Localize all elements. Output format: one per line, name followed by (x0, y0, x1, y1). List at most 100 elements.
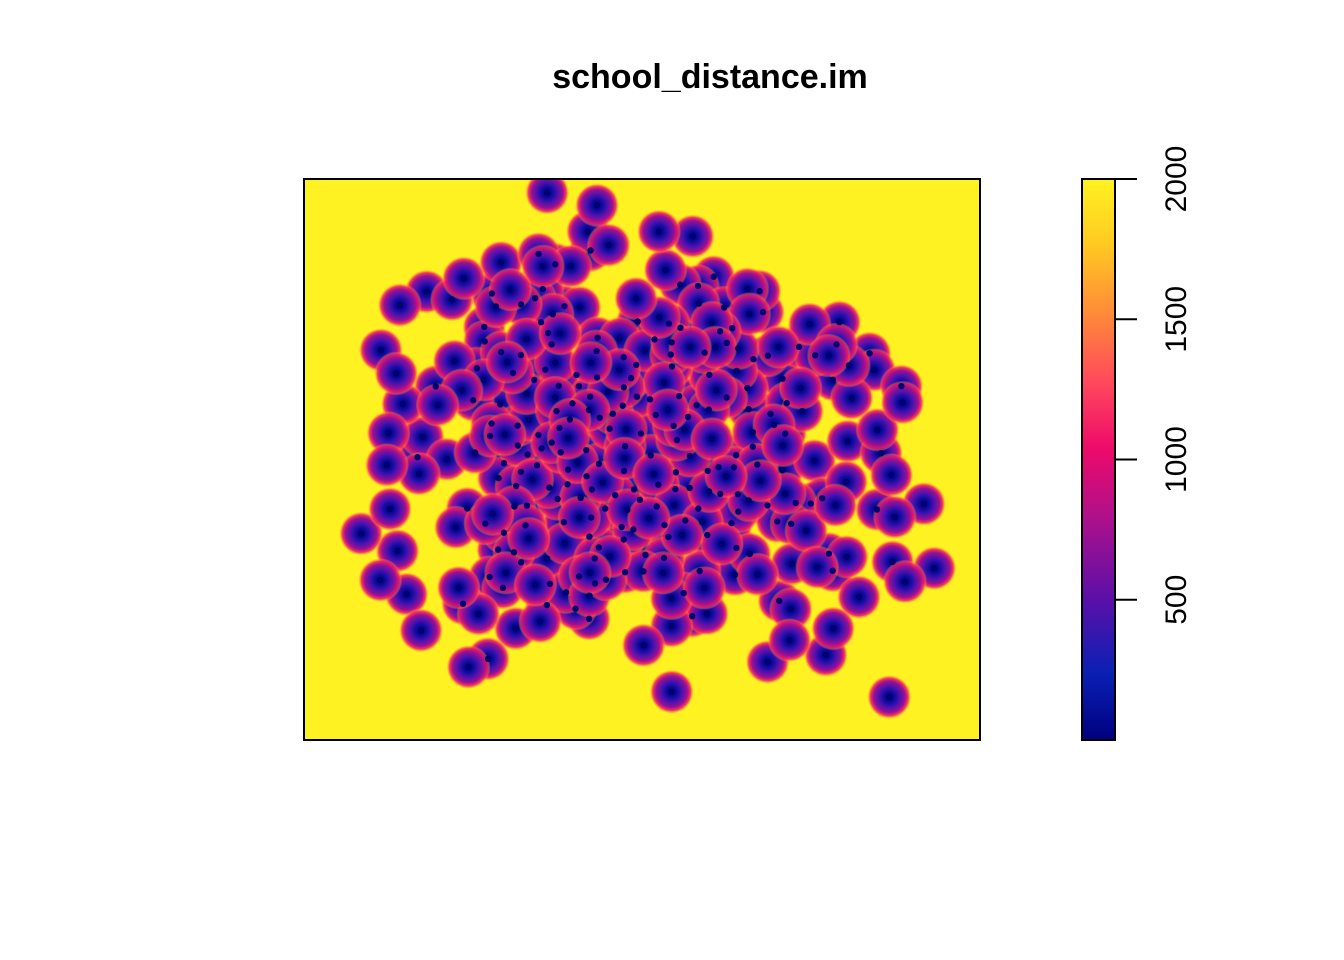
school-point (706, 371, 713, 378)
school-point (511, 503, 518, 510)
school-point (525, 416, 533, 424)
school-point (630, 486, 638, 493)
school-point (696, 567, 703, 575)
school-point (586, 569, 594, 576)
school-point (539, 263, 547, 270)
school-point (514, 442, 522, 449)
school-point (723, 473, 730, 480)
school-point (383, 461, 391, 469)
school-point (495, 474, 502, 482)
school-point (665, 533, 672, 541)
school-point (529, 476, 536, 483)
school-point (602, 576, 610, 583)
school-point (548, 341, 555, 348)
school-point (733, 452, 740, 459)
school-point (554, 495, 561, 503)
school-point (783, 399, 790, 407)
school-point (705, 488, 713, 495)
school-point (512, 625, 519, 632)
school-point (621, 569, 629, 576)
school-point (660, 569, 667, 576)
school-point (889, 558, 896, 566)
school-point (812, 352, 819, 359)
school-point (599, 479, 606, 486)
school-point (734, 491, 741, 498)
school-point (419, 433, 426, 441)
school-point (829, 567, 836, 574)
colorbar-tick-label: 500 (1160, 575, 1193, 625)
school-point (759, 308, 767, 316)
school-point (514, 422, 521, 429)
school-point (489, 511, 496, 518)
school-point (632, 295, 640, 302)
school-point (899, 399, 906, 406)
school-point (705, 406, 712, 413)
school-point (523, 502, 531, 509)
school-point (602, 505, 609, 512)
school-point (836, 318, 843, 326)
school-point (708, 319, 715, 326)
school-point (548, 439, 555, 446)
school-point (877, 450, 885, 457)
school-point (668, 622, 675, 630)
school-point (524, 451, 531, 458)
school-point (452, 524, 460, 531)
school-point (377, 346, 385, 354)
school-point (645, 514, 653, 522)
school-point (661, 379, 668, 386)
school-point (507, 286, 514, 293)
school-point (583, 473, 590, 480)
school-point (694, 282, 702, 290)
school-point (557, 449, 564, 456)
school-point (799, 407, 806, 415)
school-point (492, 303, 500, 310)
school-point (535, 250, 542, 258)
school-point (464, 505, 471, 512)
school-point (788, 560, 796, 567)
school-point (633, 361, 640, 368)
school-point (642, 551, 649, 558)
school-point (587, 393, 594, 400)
school-point (684, 413, 692, 421)
school-point (668, 595, 675, 602)
school-point (745, 497, 752, 504)
school-point (795, 343, 803, 350)
school-point (459, 600, 467, 607)
school-point (665, 320, 673, 327)
school-point (538, 445, 545, 452)
school-point (510, 549, 518, 556)
school-point (386, 505, 394, 513)
school-point (786, 637, 793, 644)
school-point (517, 301, 525, 308)
school-point (591, 555, 598, 562)
school-point (620, 354, 627, 361)
school-point (715, 464, 722, 471)
school-point (660, 554, 668, 562)
school-point (584, 228, 592, 235)
school-point (595, 544, 602, 551)
school-point (552, 359, 559, 366)
school-point (562, 589, 570, 596)
school-point (806, 321, 813, 328)
school-point (708, 435, 716, 443)
school-point (455, 584, 462, 591)
school-point (630, 526, 637, 533)
school-point (844, 438, 851, 445)
school-point (731, 571, 739, 578)
school-point (523, 390, 530, 397)
school-point (606, 553, 614, 560)
school-point (612, 492, 619, 499)
school-point (394, 547, 401, 554)
school-point (689, 233, 696, 240)
school-point (843, 553, 850, 560)
school-point (754, 571, 761, 578)
school-point (770, 421, 778, 429)
school-point (501, 431, 509, 438)
school-point (704, 531, 711, 539)
school-point (494, 546, 502, 553)
school-point (640, 642, 647, 649)
school-point (574, 459, 581, 466)
school-point (586, 592, 593, 599)
school-point (499, 584, 507, 591)
school-point (513, 482, 520, 490)
